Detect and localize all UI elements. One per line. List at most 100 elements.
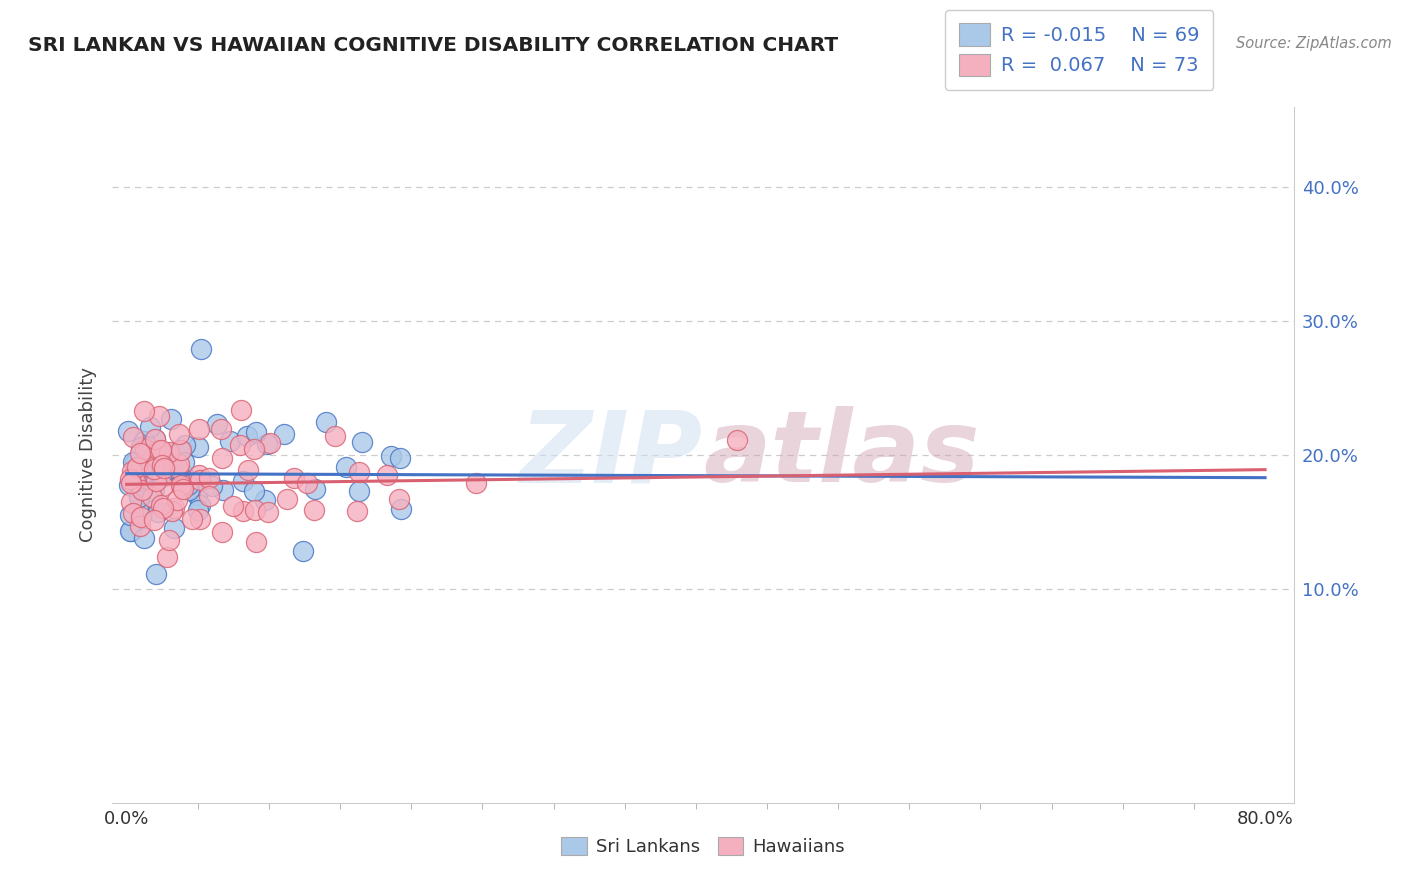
Point <box>188 512 211 526</box>
Point <box>134 457 156 471</box>
Point <box>174 438 197 452</box>
Point <box>187 422 209 436</box>
Point <box>120 524 142 539</box>
Point <box>276 491 298 506</box>
Point <box>125 479 148 493</box>
Point <box>323 429 346 443</box>
Point <box>141 490 163 504</box>
Point <box>295 476 318 491</box>
Point <box>145 475 167 489</box>
Point <box>389 501 412 516</box>
Point <box>257 504 280 518</box>
Point <box>152 500 174 515</box>
Point <box>124 456 146 470</box>
Point <box>170 443 193 458</box>
Point <box>211 451 233 466</box>
Point <box>157 445 180 459</box>
Point <box>160 412 183 426</box>
Point <box>205 417 228 431</box>
Point <box>346 504 368 518</box>
Point <box>120 508 142 523</box>
Text: ZIP: ZIP <box>520 407 703 503</box>
Point <box>122 468 145 483</box>
Point <box>304 482 326 496</box>
Point <box>124 475 146 489</box>
Point <box>172 467 194 482</box>
Point <box>375 468 398 483</box>
Point <box>131 471 153 485</box>
Point <box>134 434 156 449</box>
Point <box>273 426 295 441</box>
Point <box>134 442 156 457</box>
Point <box>725 433 748 447</box>
Point <box>177 477 200 491</box>
Point <box>236 463 259 477</box>
Point <box>129 446 152 460</box>
Point <box>128 490 150 504</box>
Point <box>190 342 212 356</box>
Point <box>169 442 191 457</box>
Point <box>167 457 190 471</box>
Point <box>170 477 193 491</box>
Point <box>153 461 176 475</box>
Point <box>121 464 143 478</box>
Point <box>188 473 211 487</box>
Point <box>160 504 183 518</box>
Point <box>232 504 254 518</box>
Point <box>152 470 174 484</box>
Point <box>198 489 221 503</box>
Point <box>150 458 173 473</box>
Point <box>464 476 486 491</box>
Point <box>131 483 153 497</box>
Point <box>283 471 305 485</box>
Point <box>143 432 166 446</box>
Point <box>349 483 371 498</box>
Point <box>129 491 152 506</box>
Point <box>120 524 142 538</box>
Point <box>212 483 235 498</box>
Point <box>389 450 412 465</box>
Point <box>127 502 149 516</box>
Point <box>335 459 357 474</box>
Text: atlas: atlas <box>703 407 980 503</box>
Point <box>245 425 267 439</box>
Point <box>169 427 191 442</box>
Point <box>121 455 143 469</box>
Point <box>143 432 166 446</box>
Point <box>242 483 264 498</box>
Point <box>352 434 374 449</box>
Point <box>149 442 172 457</box>
Point <box>163 501 186 516</box>
Point <box>132 531 155 545</box>
Legend: Sri Lankans, Hawaiians: Sri Lankans, Hawaiians <box>554 830 852 863</box>
Point <box>143 458 166 473</box>
Point <box>177 483 200 497</box>
Point <box>146 505 169 519</box>
Point <box>155 464 177 478</box>
Point <box>187 440 209 454</box>
Point <box>127 460 149 475</box>
Point <box>243 442 266 457</box>
Point <box>302 503 325 517</box>
Point <box>388 491 411 506</box>
Point <box>122 506 145 520</box>
Point <box>152 479 174 493</box>
Point <box>315 416 337 430</box>
Point <box>141 484 163 499</box>
Point <box>187 503 209 517</box>
Point <box>131 479 153 493</box>
Point <box>201 479 224 493</box>
Point <box>181 512 204 526</box>
Point <box>163 521 186 535</box>
Point <box>146 450 169 465</box>
Point <box>143 513 166 527</box>
Text: SRI LANKAN VS HAWAIIAN COGNITIVE DISABILITY CORRELATION CHART: SRI LANKAN VS HAWAIIAN COGNITIVE DISABIL… <box>28 36 838 54</box>
Point <box>142 455 165 469</box>
Text: Source: ZipAtlas.com: Source: ZipAtlas.com <box>1236 36 1392 51</box>
Point <box>145 567 167 582</box>
Point <box>166 460 188 475</box>
Point <box>121 430 143 444</box>
Point <box>118 477 141 491</box>
Point <box>150 498 173 512</box>
Point <box>229 403 252 417</box>
